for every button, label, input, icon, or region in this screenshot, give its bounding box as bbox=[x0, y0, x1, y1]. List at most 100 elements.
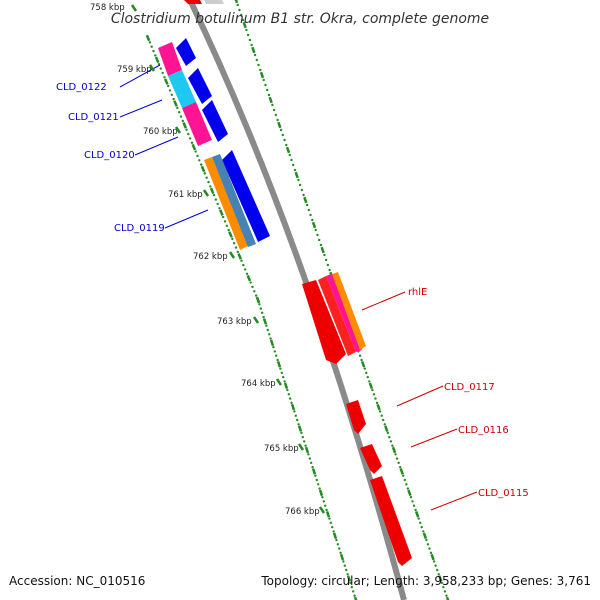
tick-dot bbox=[259, 68, 262, 72]
tick-dot bbox=[293, 168, 297, 172]
tick-dot bbox=[293, 410, 296, 413]
tick-dot bbox=[325, 508, 328, 512]
kbp-tick bbox=[174, 126, 182, 134]
tick-dash bbox=[242, 21, 247, 29]
tick-dot bbox=[223, 220, 227, 223]
kbp-label: 762 kbp bbox=[193, 252, 228, 262]
tick-dot bbox=[324, 504, 327, 507]
tick-dot bbox=[269, 337, 272, 340]
tick-dash bbox=[154, 56, 160, 64]
tick-dot bbox=[443, 590, 447, 593]
tick-dot bbox=[212, 194, 216, 197]
tick-dot bbox=[366, 375, 369, 379]
tick-dash bbox=[438, 575, 443, 582]
feature-rhle-magenta bbox=[326, 274, 362, 352]
tick-dot bbox=[429, 551, 433, 555]
tick-dot bbox=[305, 203, 309, 207]
tick-dot bbox=[198, 159, 201, 162]
tick-dot bbox=[372, 393, 376, 396]
tick-dash bbox=[200, 165, 206, 173]
tick-dot bbox=[199, 163, 203, 166]
gene-cld-0121-arrow bbox=[188, 68, 212, 104]
tick-dash bbox=[277, 121, 282, 129]
gene-label-rhle: rhlE bbox=[408, 287, 427, 298]
tick-dot bbox=[386, 431, 390, 435]
kbp-tick bbox=[130, 4, 138, 12]
tick-dot bbox=[358, 354, 362, 357]
tick-dot bbox=[402, 474, 405, 477]
tick-dot bbox=[420, 525, 423, 529]
tick-dot bbox=[311, 465, 314, 469]
tick-dot bbox=[159, 67, 163, 70]
tick-dot bbox=[275, 354, 278, 357]
tick-dot bbox=[304, 444, 307, 447]
tick-dash bbox=[339, 553, 345, 561]
tick-dot bbox=[311, 218, 314, 222]
tick-dash bbox=[246, 274, 252, 282]
top-cropped-red-feature bbox=[184, 0, 202, 4]
tick-dot bbox=[290, 158, 293, 162]
tick-dot bbox=[232, 242, 236, 245]
kbp-tick bbox=[275, 378, 283, 386]
tick-dot bbox=[403, 478, 406, 482]
tick-dot bbox=[261, 311, 264, 315]
tick-dash bbox=[228, 231, 233, 238]
tick-dot bbox=[352, 590, 355, 593]
tick-dot bbox=[207, 180, 210, 184]
tick-dot bbox=[336, 543, 339, 546]
tick-dash bbox=[285, 146, 291, 154]
tick-dot bbox=[163, 76, 166, 79]
tick-dot bbox=[412, 504, 416, 507]
tick-dot bbox=[154, 54, 157, 57]
tick-dot bbox=[349, 581, 352, 585]
tick-dot bbox=[243, 268, 247, 271]
tick-dot bbox=[428, 547, 431, 550]
tick-dot bbox=[279, 128, 283, 132]
tick-dash bbox=[332, 532, 338, 539]
tick-dot bbox=[241, 18, 245, 22]
tick-dot bbox=[288, 153, 291, 157]
tick-dot bbox=[257, 63, 260, 67]
tick-dot bbox=[394, 453, 397, 456]
tick-dot bbox=[308, 457, 311, 460]
tick-dot bbox=[297, 423, 300, 426]
tick-dash bbox=[237, 253, 242, 260]
tick-dash bbox=[422, 532, 428, 539]
tick-dot bbox=[203, 172, 207, 175]
gene-cld-0117-arrow bbox=[346, 400, 366, 434]
tick-dot bbox=[332, 530, 335, 533]
tick-dot bbox=[276, 358, 279, 362]
tick-dot bbox=[301, 435, 304, 439]
leader-line-cld-0116 bbox=[410, 428, 458, 448]
tick-dot bbox=[227, 228, 230, 232]
tick-dot bbox=[395, 457, 399, 460]
tick-dot bbox=[272, 345, 275, 349]
tick-dash bbox=[320, 246, 325, 254]
tick-dot bbox=[172, 97, 175, 101]
tick-dash bbox=[290, 403, 296, 411]
tick-dot bbox=[279, 367, 282, 370]
tick-dash bbox=[209, 187, 215, 195]
tick-dot bbox=[236, 3, 239, 7]
kbp-tick bbox=[297, 443, 305, 451]
tick-dot bbox=[181, 119, 185, 123]
tick-dot bbox=[283, 380, 286, 383]
tick-dot bbox=[292, 163, 295, 167]
tick-dot bbox=[249, 281, 252, 284]
tick-dot bbox=[274, 113, 278, 117]
tick-dot bbox=[303, 440, 306, 443]
tick-dot bbox=[414, 508, 417, 512]
tick-dot bbox=[297, 178, 300, 182]
tick-dash bbox=[283, 382, 289, 389]
tick-dash bbox=[294, 171, 299, 179]
tick-dash bbox=[255, 296, 261, 304]
tick-dot bbox=[266, 328, 269, 332]
tick-dot bbox=[289, 397, 292, 400]
tick-dash bbox=[368, 382, 374, 389]
kbp-tick bbox=[148, 64, 156, 72]
tick-dot bbox=[323, 253, 326, 257]
tick-dot bbox=[324, 258, 328, 262]
tick-dot bbox=[318, 238, 321, 242]
tick-dot bbox=[326, 263, 330, 267]
leader-line-cld-0120 bbox=[134, 136, 179, 156]
